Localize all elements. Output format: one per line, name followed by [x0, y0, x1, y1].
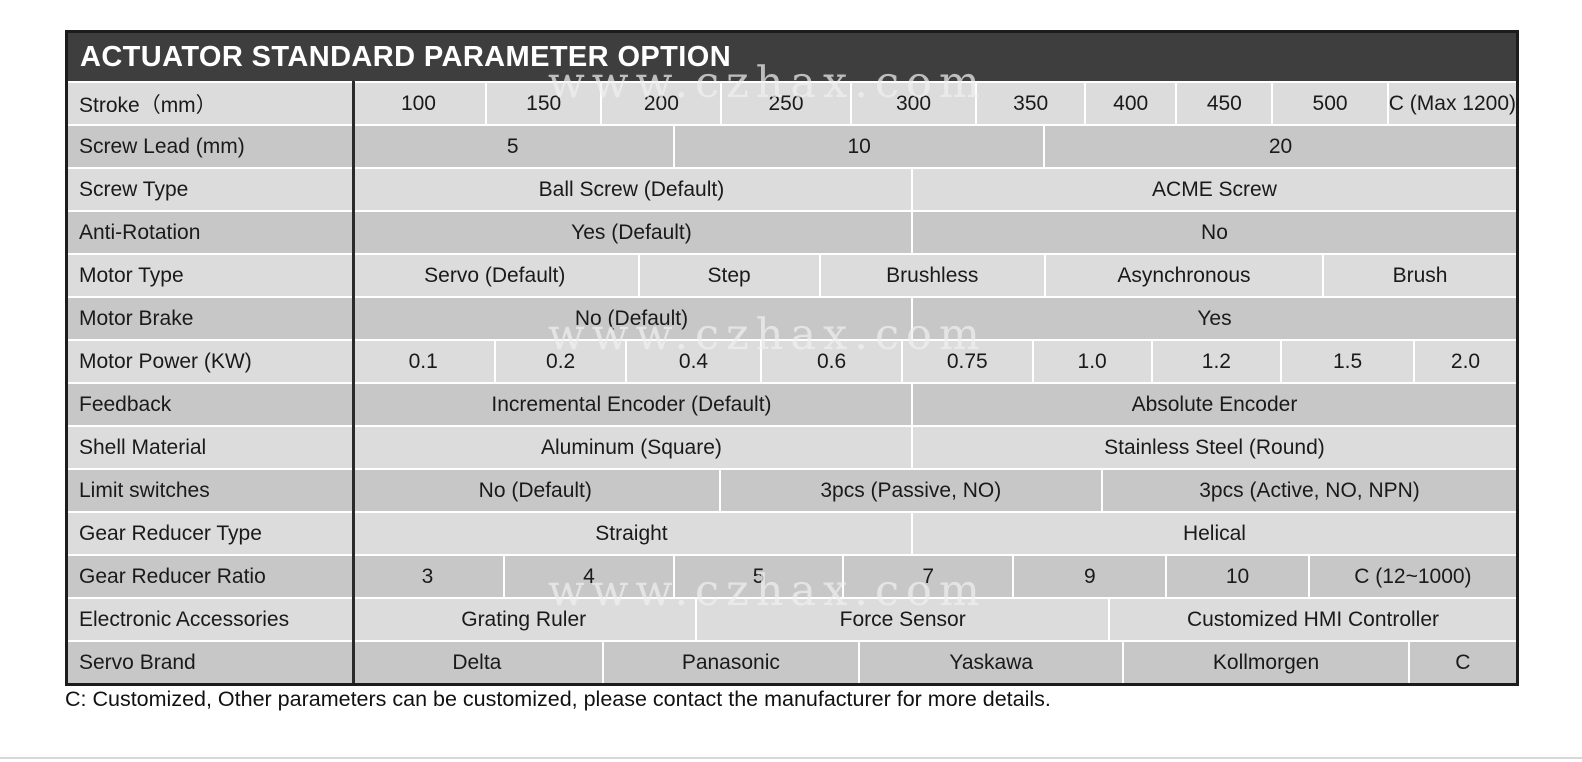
- parameter-cell: 300: [851, 83, 976, 124]
- row-label: Gear Reducer Ratio: [68, 556, 352, 597]
- row-label: Motor Power (KW): [68, 341, 352, 382]
- table-row-electronic-accessories: Electronic Accessories Grating Ruler For…: [68, 599, 1516, 640]
- parameter-cell: 5: [675, 556, 843, 597]
- parameter-cell: 350: [977, 83, 1084, 124]
- table-row-gear-reducer-type: Gear Reducer Type Straight Helical: [68, 513, 1516, 554]
- parameter-cell: Force Sensor: [697, 599, 1108, 640]
- parameter-cell: 5: [352, 126, 674, 167]
- table-row-motor-type: Motor Type Servo (Default) Step Brushles…: [68, 255, 1516, 296]
- parameter-cell: Grating Ruler: [352, 599, 696, 640]
- footnote: C: Customized, Other parameters can be c…: [65, 687, 1051, 711]
- parameter-cell: Helical: [912, 513, 1516, 554]
- parameter-cell: Stainless Steel (Round): [912, 427, 1516, 468]
- parameter-cell: Step: [639, 255, 819, 296]
- row-label: Shell Material: [68, 427, 352, 468]
- table-row-motor-brake: Motor Brake No (Default) Yes: [68, 298, 1516, 339]
- parameter-cell: C (12~1000): [1309, 556, 1516, 597]
- parameter-cell: 2.0: [1414, 341, 1517, 382]
- parameter-cell: Ball Screw (Default): [352, 169, 911, 210]
- row-label: Motor Brake: [68, 298, 352, 339]
- table-row-screw-lead: Screw Lead (mm) 5 10 20: [68, 126, 1516, 167]
- parameter-cell: 10: [675, 126, 1044, 167]
- parameter-cell: Brush: [1324, 255, 1516, 296]
- parameter-cell: 450: [1177, 83, 1272, 124]
- parameter-cell: 100: [352, 83, 485, 124]
- parameter-cell: Incremental Encoder (Default): [352, 384, 911, 425]
- parameter-cell: 3pcs (Active, NO, NPN): [1103, 470, 1516, 511]
- parameter-cell: 9: [1014, 556, 1166, 597]
- parameter-cell: Yaskawa: [860, 642, 1123, 683]
- table-row-gear-reducer-ratio: Gear Reducer Ratio 3 4 5 7 9 10 C (12~10…: [68, 556, 1516, 597]
- table-row-feedback: Feedback Incremental Encoder (Default) A…: [68, 384, 1516, 425]
- row-label: Servo Brand: [68, 642, 352, 683]
- parameter-cell: 3: [352, 556, 503, 597]
- table-row-servo-brand: Servo Brand Delta Panasonic Yaskawa Koll…: [68, 642, 1516, 683]
- parameter-cell: 1.5: [1282, 341, 1413, 382]
- parameter-cell: C: [1409, 642, 1516, 683]
- table-title: ACTUATOR STANDARD PARAMETER OPTION: [68, 33, 1516, 81]
- parameter-cell: Straight: [352, 513, 911, 554]
- parameter-cell: 10: [1167, 556, 1308, 597]
- parameter-cell: No (Default): [352, 298, 911, 339]
- table-row-shell-material: Shell Material Aluminum (Square) Stainle…: [68, 427, 1516, 468]
- parameter-cell: Asynchronous: [1045, 255, 1323, 296]
- parameter-cell: 500: [1273, 83, 1387, 124]
- parameter-cell: Brushless: [820, 255, 1044, 296]
- parameter-cell: 0.2: [496, 341, 625, 382]
- parameter-cell: 150: [486, 83, 601, 124]
- parameter-cell: No (Default): [352, 470, 719, 511]
- parameter-cell: 7: [844, 556, 1013, 597]
- parameter-cell: 3pcs (Passive, NO): [720, 470, 1102, 511]
- table-row-limit-switches: Limit switches No (Default) 3pcs (Passiv…: [68, 470, 1516, 511]
- parameter-cell: 0.4: [626, 341, 761, 382]
- parameter-cell: Kollmorgen: [1124, 642, 1408, 683]
- parameter-cell: 0.75: [903, 341, 1032, 382]
- parameter-cell: 400: [1085, 83, 1176, 124]
- parameter-cell: 0.6: [762, 341, 902, 382]
- page-bottom-divider: [0, 757, 1582, 759]
- row-label: Feedback: [68, 384, 352, 425]
- parameter-cell: Yes: [912, 298, 1516, 339]
- parameter-cell: Customized HMI Controller: [1110, 599, 1516, 640]
- parameter-cell: Yes (Default): [352, 212, 911, 253]
- parameter-cell: 20: [1045, 126, 1516, 167]
- table-row-screw-type: Screw Type Ball Screw (Default) ACME Scr…: [68, 169, 1516, 210]
- parameter-cell: No: [912, 212, 1516, 253]
- row-label: Motor Type: [68, 255, 352, 296]
- parameter-cell: 250: [722, 83, 850, 124]
- parameter-cell: 0.1: [352, 341, 495, 382]
- row-label: Gear Reducer Type: [68, 513, 352, 554]
- label-column-divider: [352, 81, 355, 683]
- table-row-stroke: Stroke（mm） 100 150 200 250 300 350 400 4…: [68, 83, 1516, 124]
- parameter-cell: 200: [602, 83, 721, 124]
- parameter-cell: C (Max 1200): [1388, 83, 1516, 124]
- parameter-cell: Servo (Default): [352, 255, 638, 296]
- parameter-cell: Aluminum (Square): [352, 427, 911, 468]
- parameter-cell: Panasonic: [603, 642, 859, 683]
- parameter-cell: ACME Screw: [912, 169, 1516, 210]
- parameter-cell: Delta: [352, 642, 602, 683]
- row-label: Anti-Rotation: [68, 212, 352, 253]
- row-label: Electronic Accessories: [68, 599, 352, 640]
- table-row-motor-power: Motor Power (KW) 0.1 0.2 0.4 0.6 0.75 1.…: [68, 341, 1517, 382]
- parameter-cell: 1.2: [1152, 341, 1281, 382]
- row-label: Screw Type: [68, 169, 352, 210]
- parameter-table: ACTUATOR STANDARD PARAMETER OPTION Strok…: [65, 30, 1519, 686]
- row-label: Limit switches: [68, 470, 352, 511]
- table-row-anti-rotation: Anti-Rotation Yes (Default) No: [68, 212, 1516, 253]
- parameter-cell: 1.0: [1033, 341, 1151, 382]
- parameter-cell: 4: [504, 556, 674, 597]
- row-label: Stroke（mm）: [68, 83, 352, 124]
- parameter-cell: Absolute Encoder: [912, 384, 1516, 425]
- row-label: Screw Lead (mm): [68, 126, 352, 167]
